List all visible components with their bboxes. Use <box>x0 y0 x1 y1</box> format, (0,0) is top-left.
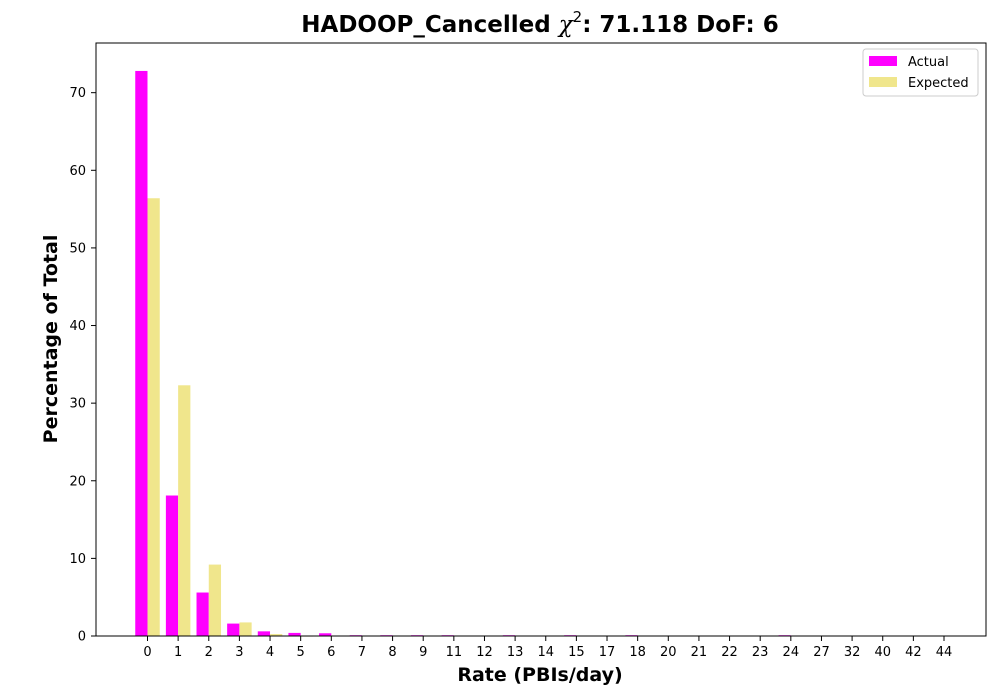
bar-actual-3 <box>227 623 240 636</box>
chart-title-prefix: HADOOP_Cancelled <box>301 12 558 38</box>
x-tick-label: 2 <box>205 645 213 660</box>
y-tick-label: 0 <box>78 630 86 645</box>
bar-expected-3 <box>239 622 252 636</box>
x-tick-label: 3 <box>235 645 243 660</box>
y-axis-label: Percentage of Total <box>40 235 62 444</box>
bar-expected-2 <box>208 564 222 636</box>
y-tick-label: 10 <box>69 552 86 567</box>
x-axis-ticks: 0 1 2 3 4 5 6 7 8 9 11 12 13 14 15 17 18 20 21 22 23 24 27 32 40… <box>143 636 952 660</box>
x-tick-label: 1 <box>174 645 182 660</box>
x-tick-label: 24 <box>783 645 800 660</box>
bar-expected-0 <box>147 198 160 637</box>
x-tick-label: 32 <box>844 645 861 660</box>
bar-actual-2 <box>196 592 209 636</box>
x-tick-label: 20 <box>660 645 677 660</box>
y-tick-label: 20 <box>69 474 86 489</box>
x-tick-label: 5 <box>297 645 305 660</box>
x-tick-label: 22 <box>721 645 738 660</box>
x-tick-label: 18 <box>629 645 646 660</box>
y-axis-ticks: 0 10 20 30 40 50 60 70 <box>69 86 96 645</box>
bar-actual-6 <box>319 633 332 636</box>
chart-title-superscript: 2 <box>573 8 583 26</box>
x-tick-label: 8 <box>388 645 396 660</box>
plot-frame <box>95 42 987 637</box>
x-tick-label: 6 <box>327 645 335 660</box>
y-tick-label: 40 <box>69 319 86 334</box>
bar-actual-4 <box>257 631 271 636</box>
y-tick-label: 30 <box>69 397 86 412</box>
x-tick-label: 15 <box>568 645 585 660</box>
legend-swatch-actual <box>869 56 897 66</box>
bar-expected-1 <box>178 385 191 636</box>
chart-title-chi: χ <box>557 12 575 38</box>
legend-label-actual: Actual <box>908 55 949 70</box>
x-tick-label: 11 <box>446 645 463 660</box>
bar-actual-0 <box>135 70 148 636</box>
bar-actual-5 <box>288 632 301 636</box>
bar-expected-4 <box>270 634 283 636</box>
x-tick-label: 9 <box>419 645 427 660</box>
x-tick-label: 40 <box>874 645 891 660</box>
legend-label-expected: Expected <box>908 76 969 91</box>
y-tick-label: 50 <box>69 241 86 256</box>
chart-title-suffix: : 71.118 DoF: 6 <box>582 12 779 38</box>
chart-title: HADOOP_Cancelled χ2: 71.118 DoF: 6 <box>301 8 778 38</box>
x-tick-label: 14 <box>537 645 554 660</box>
legend: Actual Expected <box>862 48 979 97</box>
legend-swatch-expected <box>869 77 897 87</box>
x-tick-label: 27 <box>813 645 830 660</box>
x-tick-label: 7 <box>358 645 366 660</box>
x-tick-label: 13 <box>507 645 524 660</box>
y-tick-label: 60 <box>69 164 86 179</box>
x-tick-label: 23 <box>752 645 769 660</box>
x-tick-label: 0 <box>143 645 151 660</box>
x-tick-label: 17 <box>599 645 616 660</box>
x-tick-label: 12 <box>476 645 493 660</box>
bar-actual-1 <box>165 495 179 636</box>
x-tick-label: 4 <box>266 645 274 660</box>
x-tick-label: 21 <box>691 645 708 660</box>
x-tick-label: 42 <box>905 645 922 660</box>
x-tick-label: 44 <box>936 645 953 660</box>
x-axis-label: Rate (PBIs/day) <box>457 664 622 686</box>
y-tick-label: 70 <box>69 86 86 101</box>
